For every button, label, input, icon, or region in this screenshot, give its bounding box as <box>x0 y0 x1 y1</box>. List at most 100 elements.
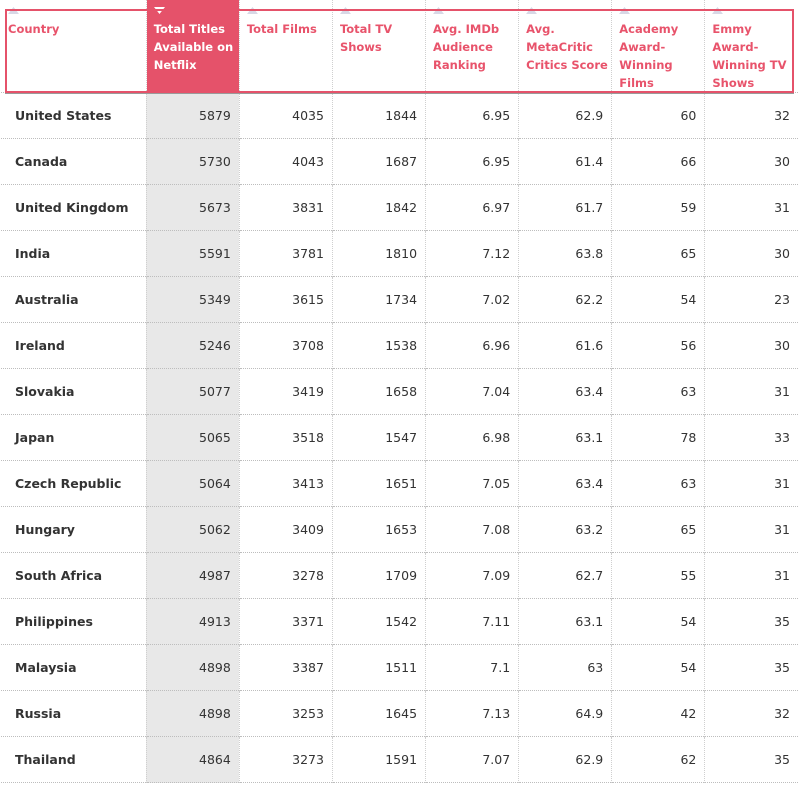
table-row: Czech Republic 5064 3413 1651 7.05 63.4 63 31 <box>1 460 798 507</box>
cell-emmy-award-winning-tv-shows: 35 <box>704 598 798 645</box>
cell-total-films: 4035 <box>238 92 333 139</box>
cell-avg-metacritic-critics-score: 62.9 <box>518 92 612 139</box>
cell-total-titles-available-on-netflix: 5246 <box>145 322 240 369</box>
cell-avg-metacritic-critics-score: 61.4 <box>518 138 612 185</box>
country-cell: India <box>15 246 51 261</box>
cell-emmy-award-winning-tv-shows: 35 <box>704 736 798 783</box>
column-header-academy-award-winning-films[interactable]: Academy Award-Winning Films <box>611 0 705 93</box>
cell-total-tv-shows: 1645 <box>331 690 426 737</box>
cell-total-films: 3518 <box>238 414 333 461</box>
cell-avg-imdb-audience-ranking: 7.04 <box>425 368 519 415</box>
cell-emmy-award-winning-tv-shows: 32 <box>704 92 798 139</box>
cell-total-tv-shows: 1709 <box>331 552 426 599</box>
table-row: Japan 5065 3518 1547 6.98 63.1 78 33 <box>1 414 798 461</box>
cell-avg-imdb-audience-ranking: 7.12 <box>425 230 519 277</box>
cell-total-films: 3253 <box>238 690 333 737</box>
table-row: Malaysia 4898 3387 1511 7.1 63 54 35 <box>1 644 798 691</box>
cell-total-titles-available-on-netflix: 5062 <box>145 506 240 553</box>
cell-academy-award-winning-films: 65 <box>611 506 705 553</box>
cell-avg-metacritic-critics-score: 63 <box>518 644 612 691</box>
country-cell: Ireland <box>15 338 65 353</box>
cell-avg-imdb-audience-ranking: 6.98 <box>425 414 519 461</box>
cell-total-titles-available-on-netflix: 4898 <box>145 644 240 691</box>
cell-avg-metacritic-critics-score: 63.4 <box>518 368 612 415</box>
header-divider <box>5 93 794 94</box>
sort-ascending-icon <box>526 7 611 16</box>
column-header-avg-imdb-audience-ranking[interactable]: Avg. IMDb Audience Ranking <box>425 0 519 93</box>
cell-academy-award-winning-films: 66 <box>611 138 705 185</box>
column-header-country[interactable]: Country <box>1 0 146 93</box>
cell-academy-award-winning-films: 56 <box>611 322 705 369</box>
country-cell: Hungary <box>15 522 75 537</box>
cell-academy-award-winning-films: 65 <box>611 230 705 277</box>
cell-emmy-award-winning-tv-shows: 31 <box>704 506 798 553</box>
column-header-total-tv-shows[interactable]: Total TV Shows <box>331 0 426 93</box>
cell-total-titles-available-on-netflix: 4987 <box>145 552 240 599</box>
cell-total-films: 3273 <box>238 736 333 783</box>
table-row: South Africa 4987 3278 1709 7.09 62.7 55 31 <box>1 552 798 599</box>
column-header-label: Avg. MetaCritic Critics Score <box>526 22 608 72</box>
cell-emmy-award-winning-tv-shows: 31 <box>704 460 798 507</box>
cell-avg-metacritic-critics-score: 62.7 <box>518 552 612 599</box>
cell-avg-metacritic-critics-score: 63.8 <box>518 230 612 277</box>
cell-total-titles-available-on-netflix: 5077 <box>145 368 240 415</box>
cell-avg-metacritic-critics-score: 63.1 <box>518 598 612 645</box>
cell-total-films: 3831 <box>238 184 333 231</box>
cell-total-titles-available-on-netflix: 5879 <box>145 92 240 139</box>
cell-emmy-award-winning-tv-shows: 30 <box>704 138 798 185</box>
column-header-label: Total Titles Available on Netflix <box>153 22 234 72</box>
cell-avg-imdb-audience-ranking: 7.07 <box>425 736 519 783</box>
country-cell: Philippines <box>15 614 93 629</box>
country-cell: Canada <box>15 154 68 169</box>
column-header-total-films[interactable]: Total Films <box>238 0 333 93</box>
cell-total-tv-shows: 1734 <box>331 276 426 323</box>
cell-avg-imdb-audience-ranking: 7.05 <box>425 460 519 507</box>
column-header-emmy-award-winning-tv-shows[interactable]: Emmy Award-Winning TV Shows <box>704 0 798 93</box>
cell-avg-metacritic-critics-score: 62.9 <box>518 736 612 783</box>
cell-total-films: 3781 <box>238 230 333 277</box>
country-cell: Slovakia <box>15 384 75 399</box>
cell-total-tv-shows: 1538 <box>331 322 426 369</box>
cell-emmy-award-winning-tv-shows: 32 <box>704 690 798 737</box>
cell-academy-award-winning-films: 54 <box>611 644 705 691</box>
cell-total-films: 3419 <box>238 368 333 415</box>
cell-total-tv-shows: 1511 <box>331 644 426 691</box>
cell-academy-award-winning-films: 78 <box>611 414 705 461</box>
table-row: Slovakia 5077 3419 1658 7.04 63.4 63 31 <box>1 368 798 415</box>
cell-academy-award-winning-films: 60 <box>611 92 705 139</box>
cell-total-titles-available-on-netflix: 4898 <box>145 690 240 737</box>
cell-avg-metacritic-critics-score: 63.4 <box>518 460 612 507</box>
column-header-label: Academy Award-Winning Films <box>619 22 679 90</box>
cell-avg-metacritic-critics-score: 63.1 <box>518 414 612 461</box>
cell-total-tv-shows: 1653 <box>331 506 426 553</box>
country-cell: Australia <box>15 292 79 307</box>
column-header-avg-metacritic-critics-score[interactable]: Avg. MetaCritic Critics Score <box>518 0 612 93</box>
cell-avg-imdb-audience-ranking: 7.13 <box>425 690 519 737</box>
country-cell: Malaysia <box>15 660 77 675</box>
cell-total-films: 3409 <box>238 506 333 553</box>
cell-total-films: 3615 <box>238 276 333 323</box>
cell-avg-imdb-audience-ranking: 6.97 <box>425 184 519 231</box>
column-header-total-titles-available-on-netflix[interactable]: Total Titles Available on Netflix <box>145 0 240 93</box>
cell-emmy-award-winning-tv-shows: 30 <box>704 230 798 277</box>
cell-total-titles-available-on-netflix: 4913 <box>145 598 240 645</box>
table-row: Australia 5349 3615 1734 7.02 62.2 54 23 <box>1 276 798 323</box>
table-row: Thailand 4864 3273 1591 7.07 62.9 62 35 <box>1 736 798 783</box>
country-cell: Russia <box>15 706 62 721</box>
country-cell: United States <box>15 108 112 123</box>
cell-avg-metacritic-critics-score: 61.7 <box>518 184 612 231</box>
cell-total-films: 4043 <box>238 138 333 185</box>
cell-total-tv-shows: 1844 <box>331 92 426 139</box>
table-row: Philippines 4913 3371 1542 7.11 63.1 54 35 <box>1 598 798 645</box>
cell-total-tv-shows: 1658 <box>331 368 426 415</box>
cell-avg-imdb-audience-ranking: 7.1 <box>425 644 519 691</box>
cell-emmy-award-winning-tv-shows: 31 <box>704 552 798 599</box>
cell-avg-imdb-audience-ranking: 7.09 <box>425 552 519 599</box>
cell-total-tv-shows: 1687 <box>331 138 426 185</box>
column-header-label: Country <box>8 22 60 36</box>
country-cell: United Kingdom <box>15 200 129 215</box>
cell-academy-award-winning-films: 63 <box>611 368 705 415</box>
header-row: Country Total Titles Available on Netflix… <box>1 0 798 93</box>
country-cell: South Africa <box>15 568 103 583</box>
